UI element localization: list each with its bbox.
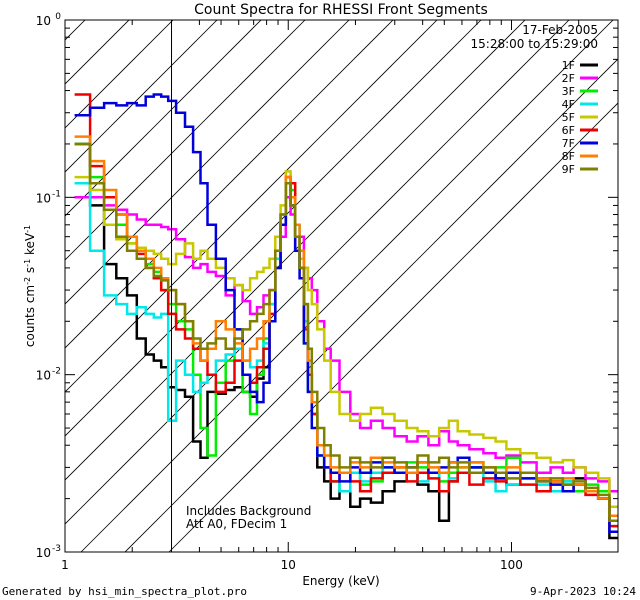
y-axis-label: counts cm-2 s-1 keV-1 [23,225,38,347]
x-tick-label: 100 [500,558,523,572]
legend-label: 8F [562,150,575,163]
series-layer [74,93,618,540]
hatch-line [65,20,570,525]
y-tick-exponent: 0 [55,12,61,22]
legend-label: 3F [562,85,575,98]
plot-frame [64,19,619,553]
series-4f [74,175,618,528]
y-tick-exponent: -3 [52,544,61,554]
date-label: 17-Feb-2005 [522,23,598,37]
hatch-line [65,20,482,437]
y-tick-label: 10 [36,546,51,560]
legend-label: 7F [562,137,575,150]
generated-by-label: Generated by hsi_min_spectra_plot.pro [2,585,248,598]
hatch-line [65,20,130,85]
legend-label: 9F [562,163,575,176]
legend-label: 4F [562,98,575,111]
y-tick-exponent: -1 [52,189,61,199]
series-7f [74,93,618,534]
y-tick-label: 10 [36,191,51,205]
hatch-line [65,20,526,481]
hatch-line [65,20,174,129]
x-tick-label: 1 [61,558,69,572]
y-tick-label: 10 [36,14,51,28]
note-background: Includes Background [186,504,311,518]
legend-label: 2F [562,72,575,85]
hatch-line [168,102,618,552]
hatch-line [80,20,614,552]
legend-label: 5F [562,111,575,124]
timestamp-label: 9-Apr-2023 10:24 [530,585,636,598]
series-6f [74,93,618,528]
hatch-line [65,20,438,393]
legend-label: 1F [562,59,575,72]
x-axis-label: Energy (keV) [302,574,379,588]
hatch-line [65,20,394,349]
series-5f [74,170,618,508]
hatch-line [65,20,350,305]
hatch-line [65,20,218,173]
x-axis: 1 10 100 [61,20,619,572]
series-9f [74,142,618,523]
note-attenuator: Att A0, FDecim 1 [186,517,287,531]
hatch-line [124,58,618,552]
hatch-line [65,20,262,217]
hatch-line [65,20,306,261]
chart-title: Count Spectra for RHESSI Front Segments [194,2,488,18]
series-2f [74,196,618,493]
hatched-region [65,20,618,552]
y-tick-exponent: -2 [52,367,61,377]
legend-label: 6F [562,124,575,137]
y-tick-label: 10 [36,369,51,383]
time-range-label: 15:28:00 to 15:29:00 [471,37,598,51]
x-tick-label: 10 [281,558,296,572]
